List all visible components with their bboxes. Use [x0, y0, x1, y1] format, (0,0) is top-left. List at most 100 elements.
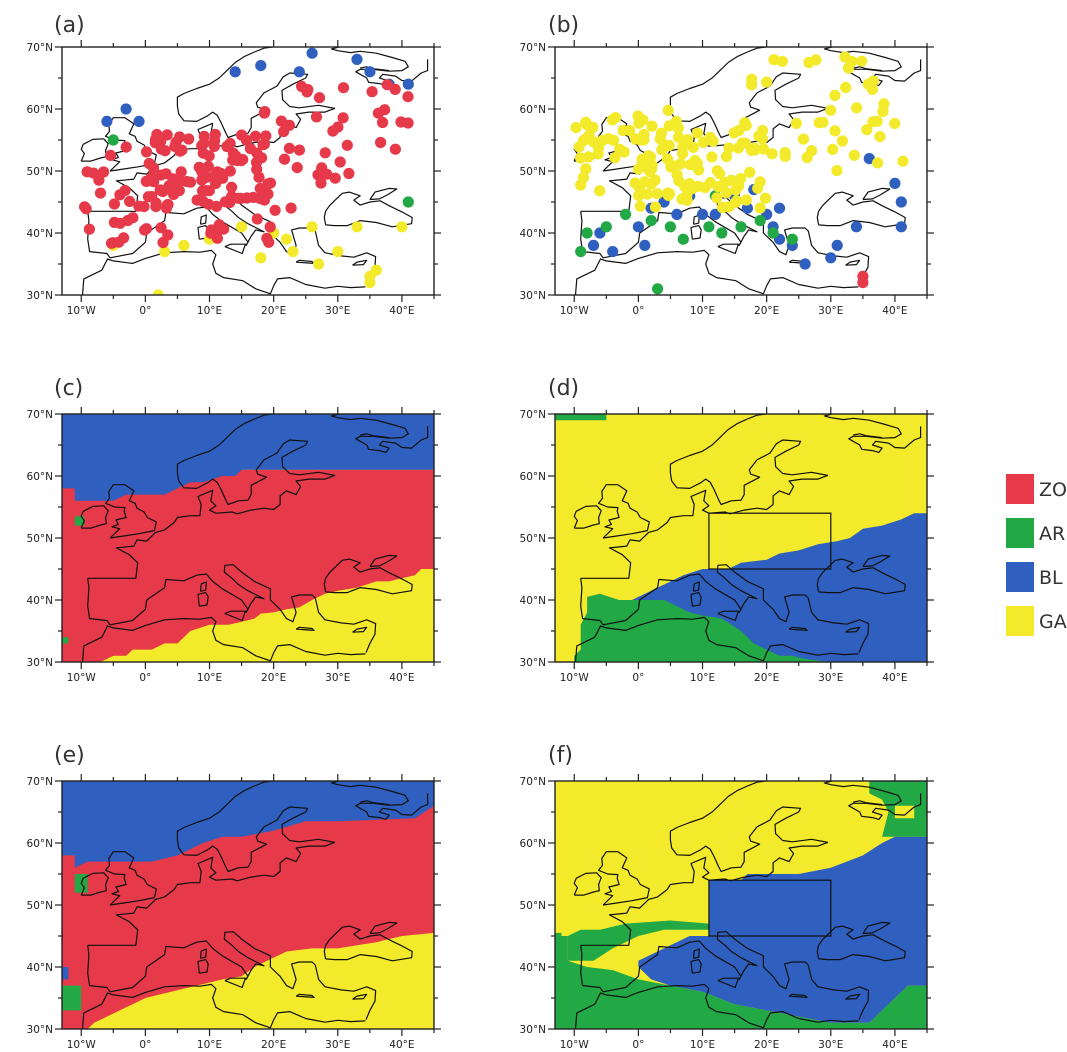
- lon-label: 10°W: [67, 1039, 97, 1051]
- lon-label: 10°E: [197, 1039, 222, 1051]
- station-zo: [343, 167, 355, 180]
- coastline: [199, 581, 207, 592]
- station-bl: [671, 208, 683, 220]
- coastline: [323, 558, 413, 595]
- station-ga: [779, 147, 791, 159]
- lat-label: 70°N: [520, 776, 546, 788]
- station-ga: [739, 137, 752, 149]
- station-ga: [829, 89, 841, 101]
- station-bl: [133, 115, 145, 127]
- coastline: [197, 592, 209, 607]
- station-ga: [617, 124, 629, 137]
- region-ar: [74, 516, 85, 526]
- lon-label: 30°E: [818, 1039, 843, 1051]
- station-bl: [607, 246, 619, 258]
- lat-label: 40°N: [27, 228, 53, 240]
- coastline: [574, 616, 859, 662]
- station-ga: [649, 201, 662, 213]
- station-bl: [889, 177, 901, 189]
- lon-label: 20°E: [261, 305, 286, 317]
- station-ar: [767, 227, 779, 239]
- station-bl: [293, 66, 305, 78]
- coastline: [323, 925, 413, 962]
- station-zo: [251, 213, 263, 225]
- panel-title-a: (a): [54, 13, 85, 38]
- station-ga: [672, 122, 684, 134]
- station-bl: [696, 208, 709, 220]
- lat-label: 60°N: [27, 104, 53, 116]
- coastline: [295, 993, 315, 998]
- station-ga: [691, 127, 704, 139]
- legend-label-ar: AR: [1039, 523, 1065, 545]
- station-bl: [831, 239, 843, 251]
- coastline: [717, 977, 739, 989]
- station-ga: [720, 187, 733, 199]
- coastline: [853, 433, 883, 439]
- station-zo: [87, 167, 100, 179]
- map-background: [62, 47, 434, 295]
- coastline: [295, 259, 315, 264]
- station-ga: [255, 252, 267, 264]
- station-ga: [656, 144, 668, 156]
- station-bl: [229, 66, 241, 78]
- station-zo: [236, 129, 248, 141]
- station-zo: [113, 236, 125, 248]
- lat-label: 40°N: [520, 962, 546, 974]
- map-panel-d: 10°W 0° 10°E 20°E 30°E 40°E 70°N 60°N 50°N 40°N 30…: [520, 407, 934, 684]
- coastline: [573, 872, 602, 896]
- coastline: [574, 983, 859, 1029]
- station-zo: [174, 175, 186, 188]
- region-bl: [62, 967, 69, 980]
- station-ga: [797, 133, 810, 145]
- lat-label: 30°N: [27, 657, 53, 669]
- station-bl: [895, 196, 907, 208]
- station-zo: [157, 236, 169, 249]
- station-ga: [761, 76, 773, 88]
- coastline: [87, 564, 377, 653]
- station-zo: [140, 146, 153, 158]
- station-ga: [871, 115, 883, 127]
- map-panel-b: 10°W 0° 10°E 20°E 30°E 40°E 70°N 60°N 50°N 40°N 30…: [520, 40, 934, 317]
- station-ga: [610, 112, 622, 124]
- lon-label: 20°E: [754, 672, 779, 684]
- station-ga: [810, 54, 822, 66]
- coastline: [352, 626, 368, 633]
- coastline: [81, 983, 366, 1029]
- lat-label: 30°N: [520, 1024, 546, 1036]
- station-ar: [786, 233, 798, 245]
- station-zo: [402, 117, 414, 129]
- station-ga: [332, 246, 344, 258]
- station-zo: [379, 104, 391, 116]
- region-ar: [555, 936, 927, 1029]
- coastline: [598, 851, 650, 906]
- lon-label: 30°E: [325, 305, 350, 317]
- station-ga: [754, 176, 766, 188]
- station-ga: [236, 221, 248, 233]
- station-ga: [638, 128, 650, 141]
- station-zo: [183, 133, 195, 145]
- station-ga: [806, 145, 818, 157]
- station-ga: [776, 55, 788, 67]
- station-ga: [753, 130, 765, 142]
- coastline: [197, 959, 209, 974]
- station-bl: [799, 258, 811, 270]
- coastline: [690, 225, 702, 240]
- station-ga: [608, 134, 620, 146]
- station-zo: [377, 116, 389, 129]
- lat-label: 60°N: [520, 838, 546, 850]
- station-zo: [285, 202, 297, 214]
- coastline: [845, 993, 861, 1000]
- station-zo: [221, 140, 233, 153]
- study-box: [708, 879, 832, 937]
- lat-label: 30°N: [27, 1024, 53, 1036]
- station-ga: [580, 163, 592, 175]
- station-ga: [280, 233, 293, 245]
- station-zo: [203, 198, 215, 210]
- coastline: [853, 800, 883, 806]
- region-zo: [62, 805, 434, 1029]
- station-bl: [101, 115, 113, 127]
- station-ga: [889, 117, 901, 130]
- coastline: [352, 993, 368, 1000]
- station-zo: [313, 92, 326, 104]
